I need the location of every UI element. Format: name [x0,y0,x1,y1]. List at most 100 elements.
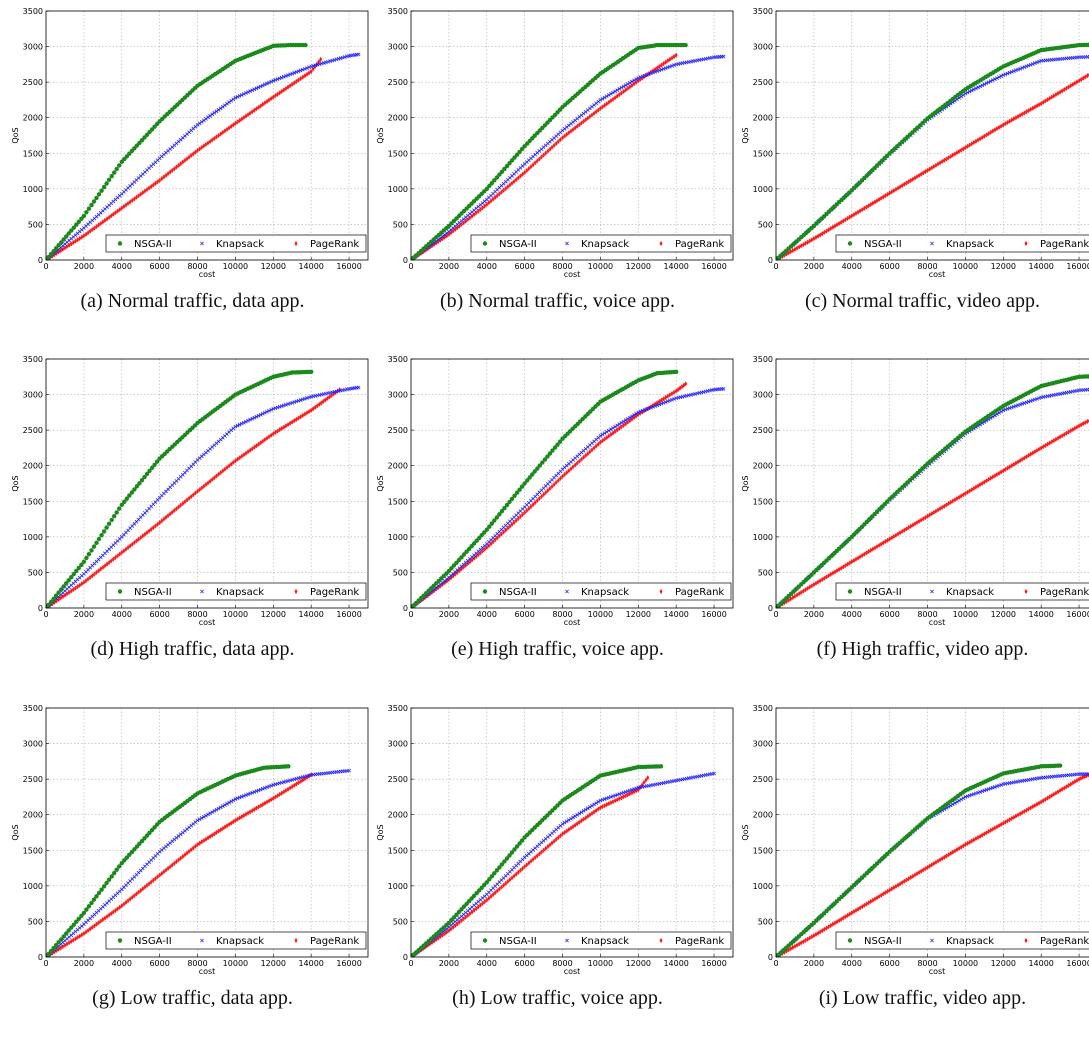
data-point [82,214,86,218]
legend-label: Knapsack [946,936,994,947]
x-axis-label: cost [564,967,581,976]
legend-label: PageRank [675,936,724,947]
y-tick-label: 3500 [753,355,773,364]
y-axis-label: QoS [741,127,750,143]
y-tick-label: 2000 [753,462,773,471]
data-point [107,522,111,526]
data-point [110,518,114,522]
y-tick-label: 500 [758,568,773,577]
y-tick-label: 3000 [23,391,43,400]
data-point [112,514,116,518]
legend-marker [848,241,852,245]
legend-label: PageRank [675,587,724,598]
x-tick-label: 6000 [879,262,899,271]
series-pagerank [775,413,1089,610]
y-tick-label: 500 [28,917,43,926]
legend-label: PageRank [310,239,359,250]
x-tick-label: 12000 [626,262,651,271]
x-tick-label: 12000 [261,610,286,619]
x-tick-label: 6000 [514,959,534,968]
x-tick-label: 10000 [223,610,248,619]
x-axis-label: cost [929,618,946,627]
data-point [104,525,108,529]
series-knapsack [409,387,725,609]
y-tick-label: 1500 [388,149,408,158]
legend-label: NSGA-II [864,936,902,947]
y-axis-label: QoS [741,824,750,840]
series-pagerank [45,772,313,959]
x-tick-label: 2000 [804,610,824,619]
legend-label: PageRank [1040,239,1089,250]
data-layer [44,370,360,611]
x-tick-label: 12000 [991,959,1016,968]
y-axis-label: QoS [11,475,20,491]
x-tick-label: 0 [773,262,778,271]
y-tick-label: 0 [403,604,408,613]
x-tick-label: 14000 [1028,262,1053,271]
legend-label: NSGA-II [499,239,537,250]
x-tick-label: 14000 [298,959,323,968]
data-layer [44,764,351,960]
y-tick-label: 3000 [753,740,773,749]
x-tick-label: 12000 [626,959,651,968]
y-tick-label: 1500 [23,149,43,158]
y-tick-label: 500 [28,568,43,577]
x-tick-label: 6000 [879,959,899,968]
series-nsga-ii [774,42,1089,262]
data-layer [409,764,716,960]
data-layer [409,370,725,611]
data-point [84,210,88,214]
figure-caption: (c) Normal traffic, video app. [740,290,1089,313]
x-tick-label: 16000 [1066,959,1089,968]
x-tick-label: 0 [408,262,413,271]
y-axis-label: QoS [11,824,20,840]
x-tick-label: 6000 [149,262,169,271]
figure-caption: (a) Normal traffic, data app. [10,290,375,313]
x-tick-label: 4000 [842,262,862,271]
x-tick-label: 16000 [336,959,361,968]
y-tick-label: 500 [393,568,408,577]
y-tick-label: 1000 [23,185,43,194]
x-tick-label: 0 [408,610,413,619]
x-tick-label: 10000 [953,959,978,968]
legend-marker [118,241,122,245]
x-tick-label: 4000 [112,262,132,271]
data-point [309,370,313,374]
x-tick-label: 6000 [879,610,899,619]
data-point [107,178,111,182]
legend-label: NSGA-II [134,587,172,598]
data-point [87,207,91,211]
data-point [659,764,663,768]
legend-marker [848,938,852,942]
series-nsga-ii [774,763,1063,959]
legend-label: NSGA-II [499,936,537,947]
data-point [97,192,101,196]
series-pagerank [775,772,1089,959]
x-tick-label: 12000 [261,262,286,271]
x-tick-label: 4000 [477,610,497,619]
y-tick-label: 2500 [753,426,773,435]
x-tick-label: 12000 [261,959,286,968]
y-tick-label: 3500 [753,704,773,713]
y-tick-label: 2000 [388,462,408,471]
y-tick-label: 3000 [388,391,408,400]
x-tick-label: 12000 [991,610,1016,619]
y-tick-label: 0 [768,256,773,265]
data-point [92,544,96,548]
x-tick-label: 16000 [701,959,726,968]
y-tick-label: 3500 [23,7,43,16]
x-tick-label: 0 [43,262,48,271]
x-tick-label: 10000 [588,610,613,619]
x-tick-label: 14000 [1028,959,1053,968]
y-tick-label: 3500 [753,7,773,16]
data-point [722,387,725,390]
x-tick-label: 10000 [223,959,248,968]
y-tick-label: 3500 [23,704,43,713]
legend-label: Knapsack [216,239,264,250]
